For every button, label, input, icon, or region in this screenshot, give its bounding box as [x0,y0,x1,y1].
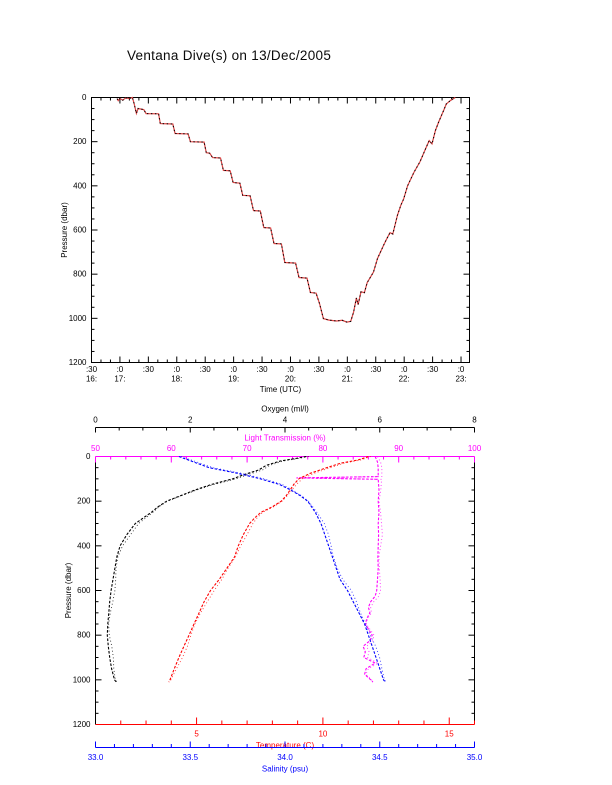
time-hour-label: 22: [399,375,410,384]
profile-curve-salinity-ghost [181,456,387,683]
light-tick-label: 100 [468,444,482,453]
light-tick-label: 90 [394,444,403,453]
pressure-tick-label: 1200 [73,720,91,729]
pressure-tick-label: 200 [73,137,87,146]
time-minute-label: :0 [287,365,294,374]
time-minute-label: :30 [143,365,155,374]
oxygen-tick-label: 0 [93,416,98,425]
pressure-tick-label: 1000 [69,314,87,323]
oxygen-tick-label: 8 [472,416,477,425]
time-minute-label: :30 [256,365,268,374]
top-plot-frame [91,97,470,363]
light-tick-label: 70 [243,444,252,453]
time-hour-label: 23: [455,375,466,384]
temperature-tick-label: 15 [445,730,454,739]
pressure-tick-label: 800 [77,631,91,640]
light-tick-label: 50 [91,444,100,453]
pressure-tick-label: 200 [77,497,91,506]
pressure-tick-label: 1000 [73,675,91,684]
profile-curve-oxygen [106,455,307,683]
dive-track-dotted-overlay [116,96,456,323]
light-tick-label: 80 [318,444,327,453]
light-axis-title: Light Transmission (%) [244,434,326,443]
salinity-tick-label: 34.5 [372,753,388,762]
time-minute-label: :0 [344,365,351,374]
time-hour-label: 17: [114,375,125,384]
time-hour-label: 20: [285,375,296,384]
salinity-axis-title: Salinity (psu) [262,765,309,774]
salinity-tick-label: 33.0 [88,753,104,762]
time-minute-label: :30 [200,365,212,374]
pressure-tick-label: 600 [73,226,87,235]
time-hour-label: 16: [86,375,97,384]
pressure-tick-label: 600 [77,586,91,595]
profile-curve-salinity [178,455,386,683]
time-minute-label: :0 [173,365,180,374]
oxygen-axis-title: Oxygen (ml/l) [261,405,309,414]
pressure-axis-title: Pressure (dbar) [60,202,69,258]
time-minute-label: :30 [313,365,325,374]
oxygen-tick-label: 6 [378,416,383,425]
pressure-tick-label: 0 [86,452,91,461]
time-hour-label: 19: [228,375,239,384]
light-tick-label: 60 [167,444,176,453]
pressure-tick-label: 1200 [69,358,87,367]
profile-curve-temperature [168,455,369,683]
profile-curve-oxygen-ghost [108,456,309,683]
time-minute-label: :30 [86,365,98,374]
pressure-tick-label: 400 [73,181,87,190]
page-title: Ventana Dive(s) on 13/Dec/2005 [127,48,332,63]
time-minute-label: :0 [401,365,408,374]
pressure-axis-title: Pressure (dbar) [64,562,73,618]
pressure-tick-label: 0 [82,93,87,102]
oxygen-tick-label: 4 [283,416,288,425]
time-axis-title: Time (UTC) [260,385,302,394]
temperature-tick-label: 5 [194,730,199,739]
time-minute-label: :30 [427,365,439,374]
pressure-tick-label: 400 [77,541,91,550]
dive-track-curve [116,96,456,323]
time-minute-label: :0 [117,365,124,374]
time-hour-label: 21: [342,375,353,384]
profile-curve-light-ghost [299,456,383,683]
oxygen-tick-label: 2 [188,416,193,425]
salinity-tick-label: 33.5 [182,753,198,762]
pressure-tick-label: 800 [73,270,87,279]
time-minute-label: :0 [230,365,237,374]
temperature-tick-label: 10 [318,730,327,739]
salinity-tick-label: 35.0 [467,753,483,762]
time-minute-label: :0 [458,365,465,374]
time-hour-label: 18: [171,375,182,384]
salinity-tick-label: 34.0 [277,753,293,762]
time-minute-label: :30 [370,365,382,374]
profile-curve-light [296,456,380,683]
profile-curve-temperature-ghost [169,456,371,683]
